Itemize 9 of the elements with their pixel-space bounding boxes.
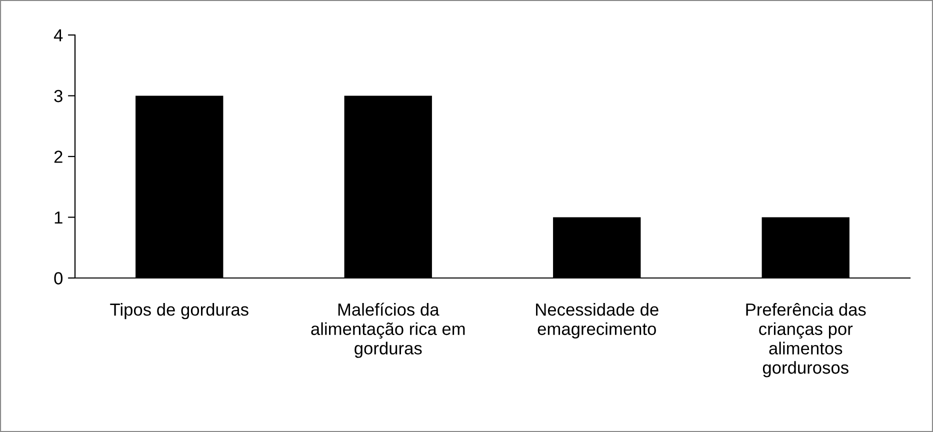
y-tick-label: 0 — [54, 272, 63, 284]
y-tick-label: 4 — [54, 29, 63, 42]
y-tick-label: 3 — [54, 90, 62, 102]
x-tick-label: Malefícios da alimentação rica em gorduras — [311, 302, 465, 358]
y-tick-label: 1 — [54, 212, 62, 224]
x-tick-label: Tipos de gorduras — [110, 303, 248, 320]
y-tick-label: 2 — [54, 150, 62, 163]
x-tick-label: Necessidade de emagrecimento — [536, 303, 658, 339]
x-tick-label: Preferência das crianças por alimentos gordurosos — [746, 302, 866, 378]
